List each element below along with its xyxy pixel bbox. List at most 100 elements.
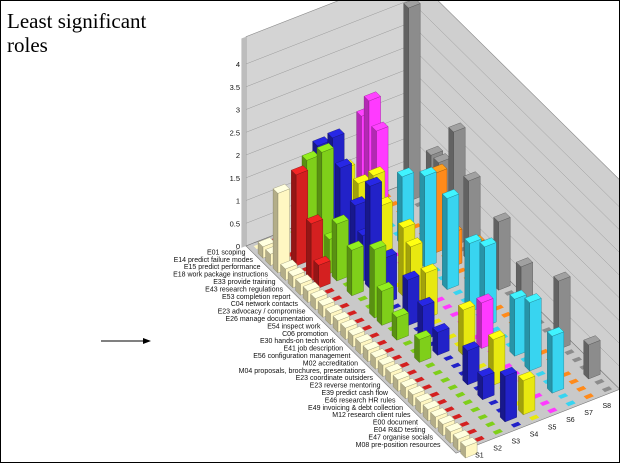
floor-marker [357, 295, 368, 302]
bar-face-top [546, 326, 565, 337]
y-tick-label: 2 [236, 151, 240, 160]
bar-face-top [377, 355, 395, 366]
floor-marker [474, 435, 485, 442]
bar-face-top [287, 266, 305, 277]
floor-marker [339, 302, 350, 309]
floor-marker [568, 378, 579, 385]
floor-marker [449, 311, 460, 318]
bar-face-top [385, 363, 403, 373]
row-label: E18 work package instructions [173, 272, 268, 279]
row-label: E26 manage documentation [225, 316, 313, 323]
bar-face-top [368, 166, 386, 177]
bar-face-top [515, 257, 534, 268]
bar-face-side [306, 218, 312, 282]
bar-face-top [398, 218, 416, 229]
row-label: E23 coordinate outsiders [296, 375, 374, 382]
bar-face-top [347, 326, 365, 336]
bar-face-top [331, 214, 349, 225]
floor-marker [501, 311, 512, 318]
floor-marker [485, 421, 496, 428]
bar-face-top [493, 212, 511, 223]
bar-face-side [518, 375, 524, 416]
bar-face-side [442, 193, 448, 291]
bar-face-front [467, 345, 480, 386]
bar-face-side [458, 304, 464, 357]
floor-marker [369, 332, 380, 339]
bar-S3-row-12 [376, 281, 394, 326]
y-axis: 0 0.5 1 1.5 2 2.5 3 3.5 4 [230, 60, 240, 251]
bar-face-top [272, 183, 290, 194]
bar-face-top [391, 307, 409, 318]
chart-title: Least significant roles [7, 9, 147, 57]
bar-S4-row-21 [462, 341, 480, 386]
floor-marker [425, 362, 436, 369]
bar-face-top [425, 145, 444, 156]
bar-face-top [310, 289, 328, 299]
bar-S3-row-6 [331, 214, 349, 282]
bar-face-side [583, 339, 589, 380]
floor-marker [477, 414, 488, 420]
series-label: S6 [566, 417, 575, 424]
bar-face-front [514, 294, 527, 357]
bar-face-front [551, 331, 564, 394]
floor-marker [594, 378, 605, 385]
bar-face-top [305, 214, 324, 225]
bar-face-front [482, 372, 495, 400]
bar-face-top [302, 281, 320, 292]
bar-face-top [405, 237, 423, 248]
series-labels: S1S2S3S4S5S6S7S8S9 [475, 403, 611, 460]
floor-marker [399, 361, 410, 368]
bar-face-top [437, 414, 455, 425]
row-label: E01 scoping [207, 249, 246, 256]
floor-marker [346, 310, 358, 316]
bar-face-top [403, 1, 421, 9]
floor-marker [376, 339, 388, 346]
bar-face-side [398, 222, 404, 297]
bar-face-side [365, 181, 371, 290]
y-tick-label: 0.5 [230, 219, 240, 228]
floor-marker [462, 399, 473, 406]
bar-face-top [295, 274, 313, 285]
floor-marker [466, 428, 478, 435]
bar-face-top [462, 341, 480, 352]
series-label: S1 [475, 453, 484, 460]
bar-face-top [313, 255, 331, 266]
bar-S3-row-17 [414, 330, 432, 363]
row-label: C04 network contacts [231, 301, 299, 308]
bar-face-top [290, 165, 309, 176]
left-wall [241, 36, 246, 248]
bar-face-top [346, 240, 364, 251]
bar-face-top [553, 271, 571, 282]
bar-S2-row-3 [290, 165, 309, 267]
bar-face-top [583, 335, 601, 346]
bar-S9-row-25 [583, 335, 601, 380]
bar-face-top [362, 340, 380, 351]
floor-marker [601, 386, 613, 393]
row-label: E04 R&D testing [374, 427, 426, 434]
bar-face-top [509, 289, 527, 300]
floor-marker [459, 421, 470, 427]
bar-face-top [396, 167, 415, 178]
bar-face-top [464, 234, 482, 244]
floor-marker [421, 384, 433, 390]
bar-face-side [331, 218, 337, 282]
bar-face-top [355, 333, 373, 344]
bar-face-top [340, 318, 358, 329]
bar-face-top [363, 91, 381, 102]
bar-S5-row-26 [518, 371, 536, 416]
bar-face-front [419, 334, 432, 363]
annotation-arrow [101, 338, 151, 344]
floor-marker [452, 289, 464, 296]
bar-S3-row-8 [346, 240, 364, 297]
bar-face-top [364, 176, 383, 187]
floor-marker [402, 340, 413, 346]
floor-marker [451, 413, 463, 420]
row-label: E56 configuration management [253, 353, 350, 360]
bar-face-front [437, 327, 450, 356]
y-tick-label: 3 [236, 106, 240, 115]
row-label: E53 completion report [222, 294, 291, 301]
row-label: E41 job description [283, 346, 343, 353]
floor-marker [529, 414, 540, 421]
bar-face-top [420, 263, 438, 274]
